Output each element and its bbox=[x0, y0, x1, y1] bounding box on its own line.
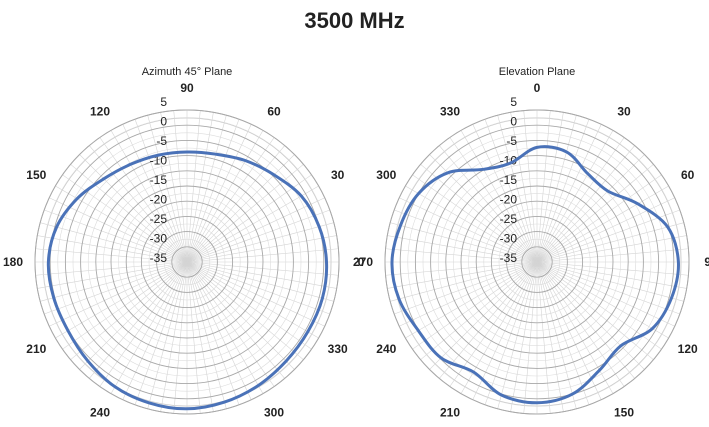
angle-label: 180 bbox=[3, 255, 23, 269]
angle-label: 270 bbox=[353, 255, 373, 269]
angle-label: 330 bbox=[440, 104, 460, 118]
angle-label: 240 bbox=[376, 342, 396, 356]
angle-label: 30 bbox=[331, 168, 345, 182]
angle-label: 300 bbox=[264, 406, 284, 420]
radial-tick-label: -25 bbox=[500, 212, 518, 226]
radial-tick-label: -5 bbox=[506, 134, 517, 148]
angle-label: 30 bbox=[617, 104, 631, 118]
angle-label: 150 bbox=[614, 406, 634, 420]
radial-tick-label: -30 bbox=[150, 232, 168, 246]
angle-label: 60 bbox=[267, 104, 281, 118]
radial-tick-label: 0 bbox=[160, 115, 167, 129]
radial-tick-label: 5 bbox=[160, 95, 167, 109]
angle-label: 60 bbox=[681, 168, 695, 182]
polar-chart-azimuth: 50-5-10-15-20-25-30-35 030609012015018021… bbox=[3, 81, 365, 427]
angle-label: 150 bbox=[26, 168, 46, 182]
angle-label: 240 bbox=[90, 406, 110, 420]
radial-tick-label: -20 bbox=[500, 193, 518, 207]
radial-tick-label: -20 bbox=[150, 193, 168, 207]
radial-tick-label: -5 bbox=[156, 134, 167, 148]
radial-tick-label: -25 bbox=[150, 212, 168, 226]
radial-tick-label: -35 bbox=[500, 251, 518, 265]
radial-tick-label: 0 bbox=[510, 115, 517, 129]
angle-label: 90 bbox=[180, 81, 194, 95]
angle-label: 0 bbox=[534, 81, 541, 95]
angle-label: 210 bbox=[440, 406, 460, 420]
radial-tick-label: -35 bbox=[150, 251, 168, 265]
radial-tick-label: -15 bbox=[150, 173, 168, 187]
polar-chart-elevation: 50-5-10-15-20-25-30-35030609012015021024… bbox=[353, 81, 709, 420]
angle-label: 330 bbox=[328, 342, 348, 356]
angle-label: 210 bbox=[26, 342, 46, 356]
angle-label: 300 bbox=[376, 168, 396, 182]
angle-label: 120 bbox=[678, 342, 698, 356]
angle-label: 120 bbox=[90, 104, 110, 118]
radial-tick-label: 5 bbox=[510, 95, 517, 109]
radial-tick-label: -30 bbox=[500, 232, 518, 246]
radial-tick-label: -15 bbox=[500, 173, 518, 187]
angle-label: 90 bbox=[704, 255, 709, 269]
